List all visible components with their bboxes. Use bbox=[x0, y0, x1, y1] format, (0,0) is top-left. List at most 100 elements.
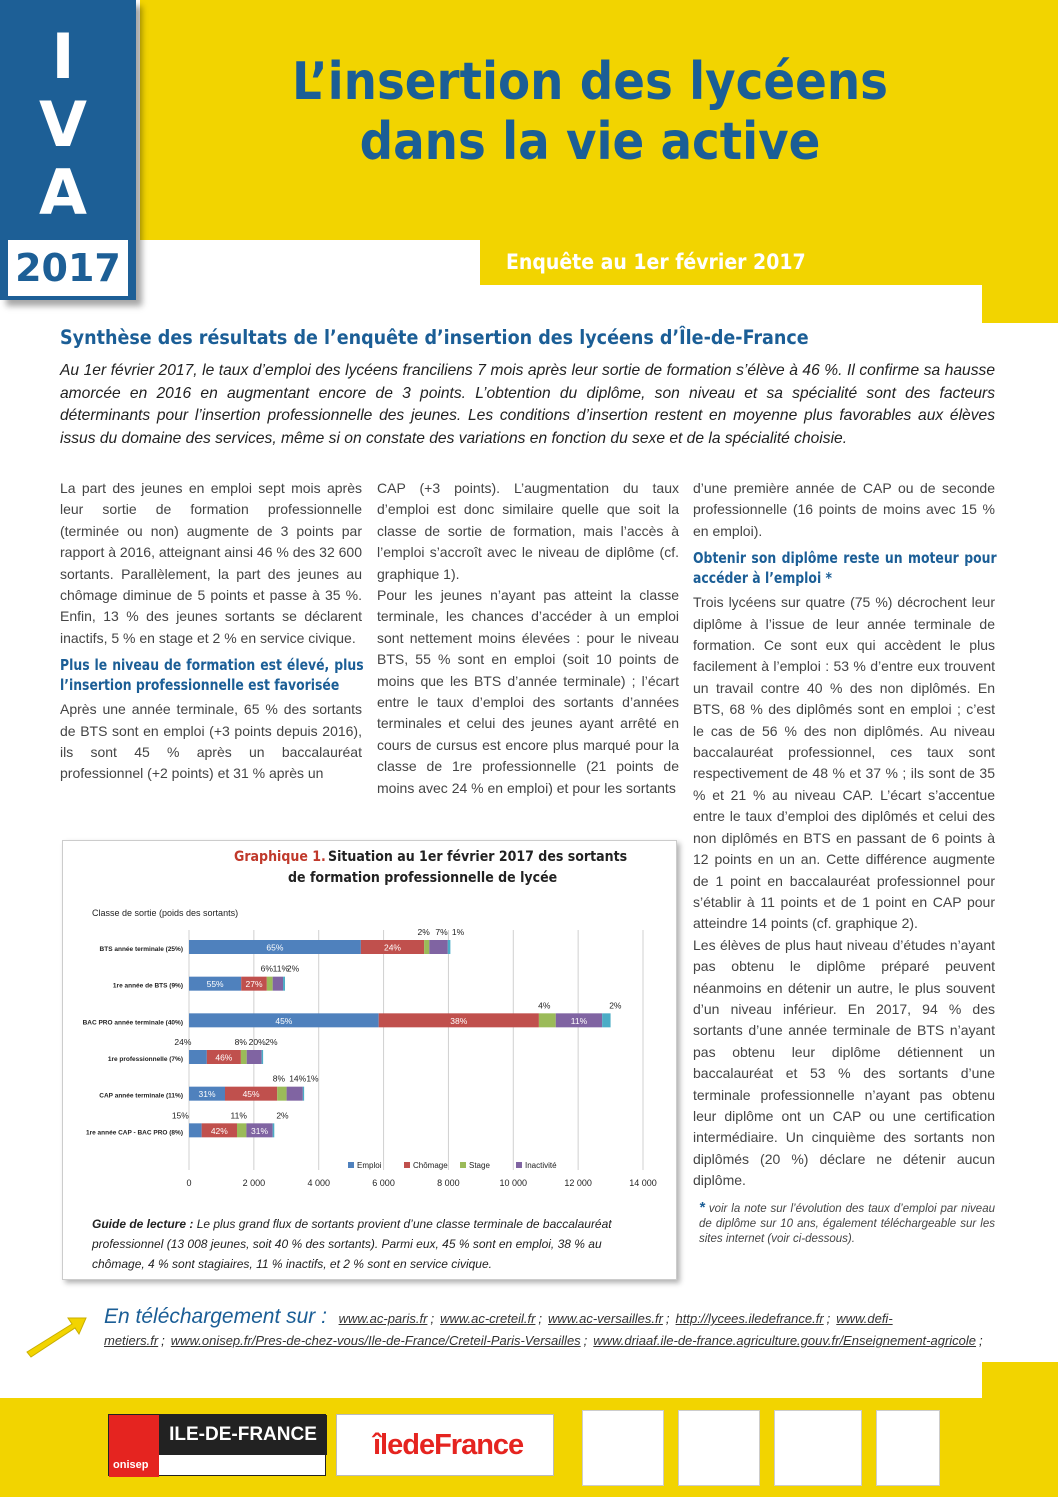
x-tick-label: 4 000 bbox=[307, 1178, 330, 1188]
paragraph: Pour les jeunes n’ayant pas atteint la c… bbox=[377, 587, 679, 796]
bar-label: 31% bbox=[198, 1089, 215, 1099]
bar-label: 14% bbox=[289, 1074, 306, 1084]
legend-label: Inactivité bbox=[525, 1161, 557, 1170]
bar-label: 24% bbox=[384, 943, 401, 953]
logo-onisep: ILE-DE-FRANCE onisep bbox=[108, 1414, 327, 1477]
separator: ; bbox=[538, 1311, 543, 1326]
bar-label: 8% bbox=[235, 1037, 248, 1047]
x-tick-label: 0 bbox=[186, 1178, 191, 1188]
logo-academy bbox=[678, 1410, 760, 1486]
downloads: En téléchargement sur : www.ac-paris.fr;… bbox=[104, 1306, 994, 1352]
y-tick-label: BTS année terminale (25%) bbox=[100, 946, 183, 953]
bar-label: 2% bbox=[287, 964, 300, 974]
separator: ; bbox=[430, 1311, 435, 1326]
column: d’une première année de CAP ou de second… bbox=[693, 478, 997, 1247]
download-link[interactable]: http://lycees.iledefrance.fr bbox=[675, 1311, 824, 1326]
bar-segment bbox=[261, 1050, 264, 1064]
download-link[interactable]: www.defi-metiers.fr bbox=[104, 1311, 893, 1348]
column: La part des jeunes en emploi sept mois a… bbox=[60, 478, 364, 785]
subtitle: Enquête au 1er février 2017 bbox=[506, 250, 806, 274]
heading: Plus le niveau de formation est élevé, p… bbox=[60, 656, 364, 695]
paragraph: La part des jeunes en emploi sept mois a… bbox=[60, 480, 362, 646]
axis-label: Classe de sortie (poids des sortants) bbox=[92, 908, 238, 918]
x-tick-label: 8 000 bbox=[437, 1178, 460, 1188]
bar-label: 2% bbox=[276, 1110, 289, 1120]
x-tick-label: 2 000 bbox=[243, 1178, 266, 1188]
column: CAP (+3 points). L’augmentation du taux … bbox=[377, 478, 679, 799]
separator: ; bbox=[161, 1333, 165, 1348]
footnote-star: * bbox=[699, 1198, 705, 1216]
download-link[interactable]: www.onisep.fr/Pres-de-chez-vous/Ile-de-F… bbox=[170, 1333, 581, 1348]
download-link[interactable]: www.driaaf.ile-de-france.agriculture.gou… bbox=[593, 1333, 977, 1348]
bar-segment bbox=[236, 1123, 247, 1138]
title-line: L’insertion des lycéens bbox=[292, 52, 888, 112]
footnote: * voir la note sur l’évolution des taux … bbox=[699, 1200, 995, 1247]
bar-segment bbox=[224, 1086, 278, 1101]
separator: ; bbox=[665, 1311, 670, 1326]
paragraph: Les élèves de plus haut niveau d’études … bbox=[693, 936, 995, 1189]
bar-label: 38% bbox=[450, 1016, 467, 1026]
legend-swatch bbox=[348, 1162, 354, 1168]
bar-label: 42% bbox=[211, 1126, 228, 1136]
bar-segment bbox=[272, 1123, 275, 1138]
bar-label: 24% bbox=[174, 1037, 191, 1047]
x-tick-label: 12 000 bbox=[564, 1178, 592, 1188]
bar-segment bbox=[429, 940, 448, 954]
side-letter: I bbox=[51, 20, 75, 93]
download-link[interactable]: www.ac-versailles.fr bbox=[548, 1311, 663, 1326]
title: L’insertion des lycéens dans la vie acti… bbox=[150, 52, 1030, 172]
bar-label: 1% bbox=[306, 1074, 319, 1084]
logo-band: ILE-DE-FRANCE bbox=[159, 1415, 327, 1455]
separator: ; bbox=[826, 1311, 831, 1326]
bar-label: 46% bbox=[215, 1053, 232, 1063]
bar-segment bbox=[286, 1086, 303, 1101]
bar-segment bbox=[189, 1086, 225, 1101]
bar-label: 11% bbox=[231, 1110, 248, 1120]
y-tick-label: BAC PRO année terminale (40%) bbox=[83, 1019, 183, 1026]
arrow-icon bbox=[26, 1317, 87, 1358]
bar-segment bbox=[189, 940, 361, 954]
bar-segment bbox=[189, 1050, 207, 1064]
x-tick-label: 6 000 bbox=[372, 1178, 395, 1188]
legend-label: Emploi bbox=[357, 1161, 382, 1170]
bar-segment bbox=[424, 940, 430, 954]
footer-tab bbox=[982, 1362, 1058, 1402]
chart: Graphique 1. Situation au 1er février 20… bbox=[83, 849, 657, 1188]
download-link[interactable]: www.ac-paris.fr bbox=[338, 1311, 428, 1326]
legend-swatch bbox=[460, 1162, 466, 1168]
bar-segment bbox=[360, 940, 425, 954]
bar-label: 20% bbox=[249, 1037, 266, 1047]
chart-guide: Guide de lecture : Le plus grand flux de… bbox=[92, 1214, 652, 1274]
bar-label: 27% bbox=[246, 979, 263, 989]
footnote-text: voir la note sur l’évolution des taux d’… bbox=[699, 1202, 995, 1245]
y-tick-label: 1re professionnelle (7%) bbox=[108, 1056, 183, 1063]
y-tick-label: 1re année de BTS (9%) bbox=[113, 983, 183, 990]
bar-label: 11% bbox=[571, 1016, 588, 1026]
bar-segment bbox=[378, 1013, 539, 1028]
download-link[interactable]: www.ac-creteil.fr bbox=[440, 1311, 536, 1326]
heading: Obtenir son diplôme reste un moteur pour… bbox=[693, 549, 997, 588]
bar-segment bbox=[246, 1123, 273, 1138]
x-tick-label: 10 000 bbox=[500, 1178, 528, 1188]
bar-segment bbox=[266, 976, 273, 991]
bar-segment bbox=[538, 1013, 556, 1028]
bar-label: 15% bbox=[172, 1110, 189, 1120]
logo-sub: onisep bbox=[113, 1459, 149, 1471]
bar-label: 55% bbox=[207, 979, 224, 989]
year: 2017 bbox=[15, 246, 121, 290]
paragraph: Après une année terminale, 65 % des sort… bbox=[60, 701, 362, 782]
logo-academy bbox=[774, 1410, 862, 1486]
bar-label: 31% bbox=[251, 1126, 268, 1136]
bar-label: 4% bbox=[538, 1000, 551, 1010]
side-letter: V bbox=[39, 88, 87, 161]
bar-segment bbox=[189, 976, 242, 991]
bar-segment bbox=[240, 1050, 247, 1064]
logo-mark bbox=[109, 1415, 159, 1477]
bar-label: 6% bbox=[261, 964, 274, 974]
bar-segment bbox=[602, 1013, 611, 1028]
bar-segment bbox=[189, 1013, 379, 1028]
bar-segment bbox=[277, 1086, 287, 1101]
bar-segment bbox=[241, 976, 267, 991]
bar-label: 11% bbox=[273, 964, 290, 974]
